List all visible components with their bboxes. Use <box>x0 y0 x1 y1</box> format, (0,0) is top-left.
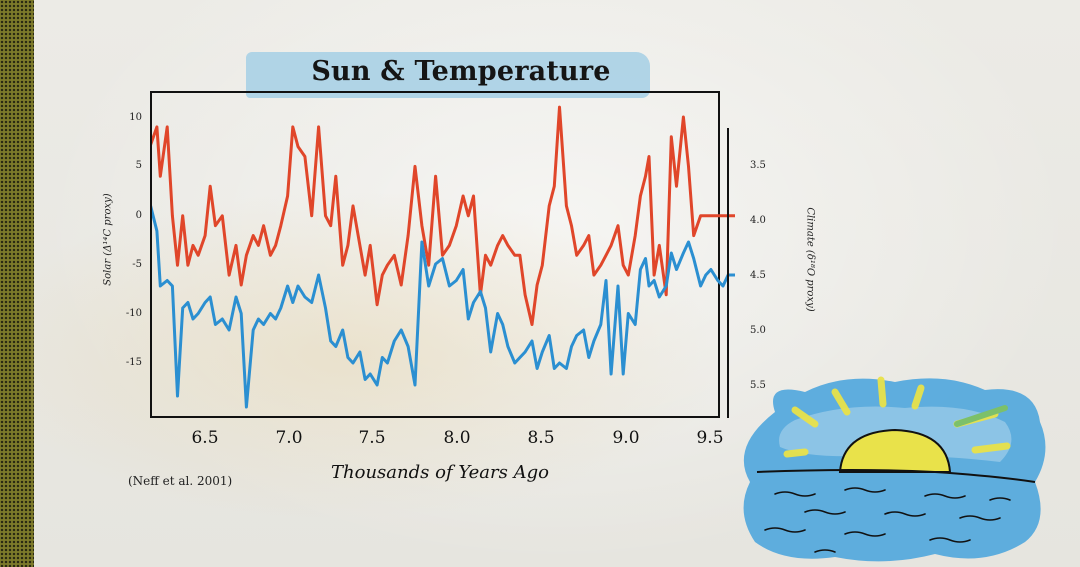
title-highlight <box>246 52 650 98</box>
series-line-climate <box>152 205 735 409</box>
y-right-tick-label: 4.0 <box>750 215 766 226</box>
x-axis-label: Thousands of Years Ago <box>331 462 549 483</box>
plot-frame <box>150 91 720 418</box>
x-tick-label: 6.5 <box>191 428 219 448</box>
sunset-illustration <box>743 376 1046 562</box>
y-left-tick-label: -15 <box>125 357 142 368</box>
x-tick-label: 7.5 <box>358 428 386 448</box>
source-citation: (Neff et al. 2001) <box>128 474 233 488</box>
series-line-solar <box>152 105 735 326</box>
x-tick-label: 8.0 <box>443 428 471 448</box>
halftone-border <box>0 0 34 567</box>
x-tick-label: 8.5 <box>527 428 555 448</box>
y-right-tick-label: 4.5 <box>750 270 766 281</box>
x-tick-label: 9.5 <box>696 428 724 448</box>
y-left-tick-label: -5 <box>132 259 142 270</box>
chart-title: Sun & Temperature <box>311 56 611 87</box>
y-right-tick-label: 5.5 <box>750 380 766 391</box>
y-right-tick-label: 3.5 <box>750 160 766 171</box>
y-left-tick-label: 0 <box>135 210 142 221</box>
x-tick-label: 7.0 <box>275 428 303 448</box>
y-axis-right-label: Climate (δ¹⁸O proxy) <box>804 207 816 312</box>
y-axis-left-label: Solar (Δ¹⁴C proxy) <box>102 193 114 286</box>
y-right-tick-label: 5.0 <box>750 325 766 336</box>
x-tick-label: 9.0 <box>612 428 640 448</box>
y-left-tick-label: 10 <box>129 112 142 123</box>
y-left-tick-label: 5 <box>135 160 142 171</box>
y-left-tick-label: -10 <box>125 308 142 319</box>
